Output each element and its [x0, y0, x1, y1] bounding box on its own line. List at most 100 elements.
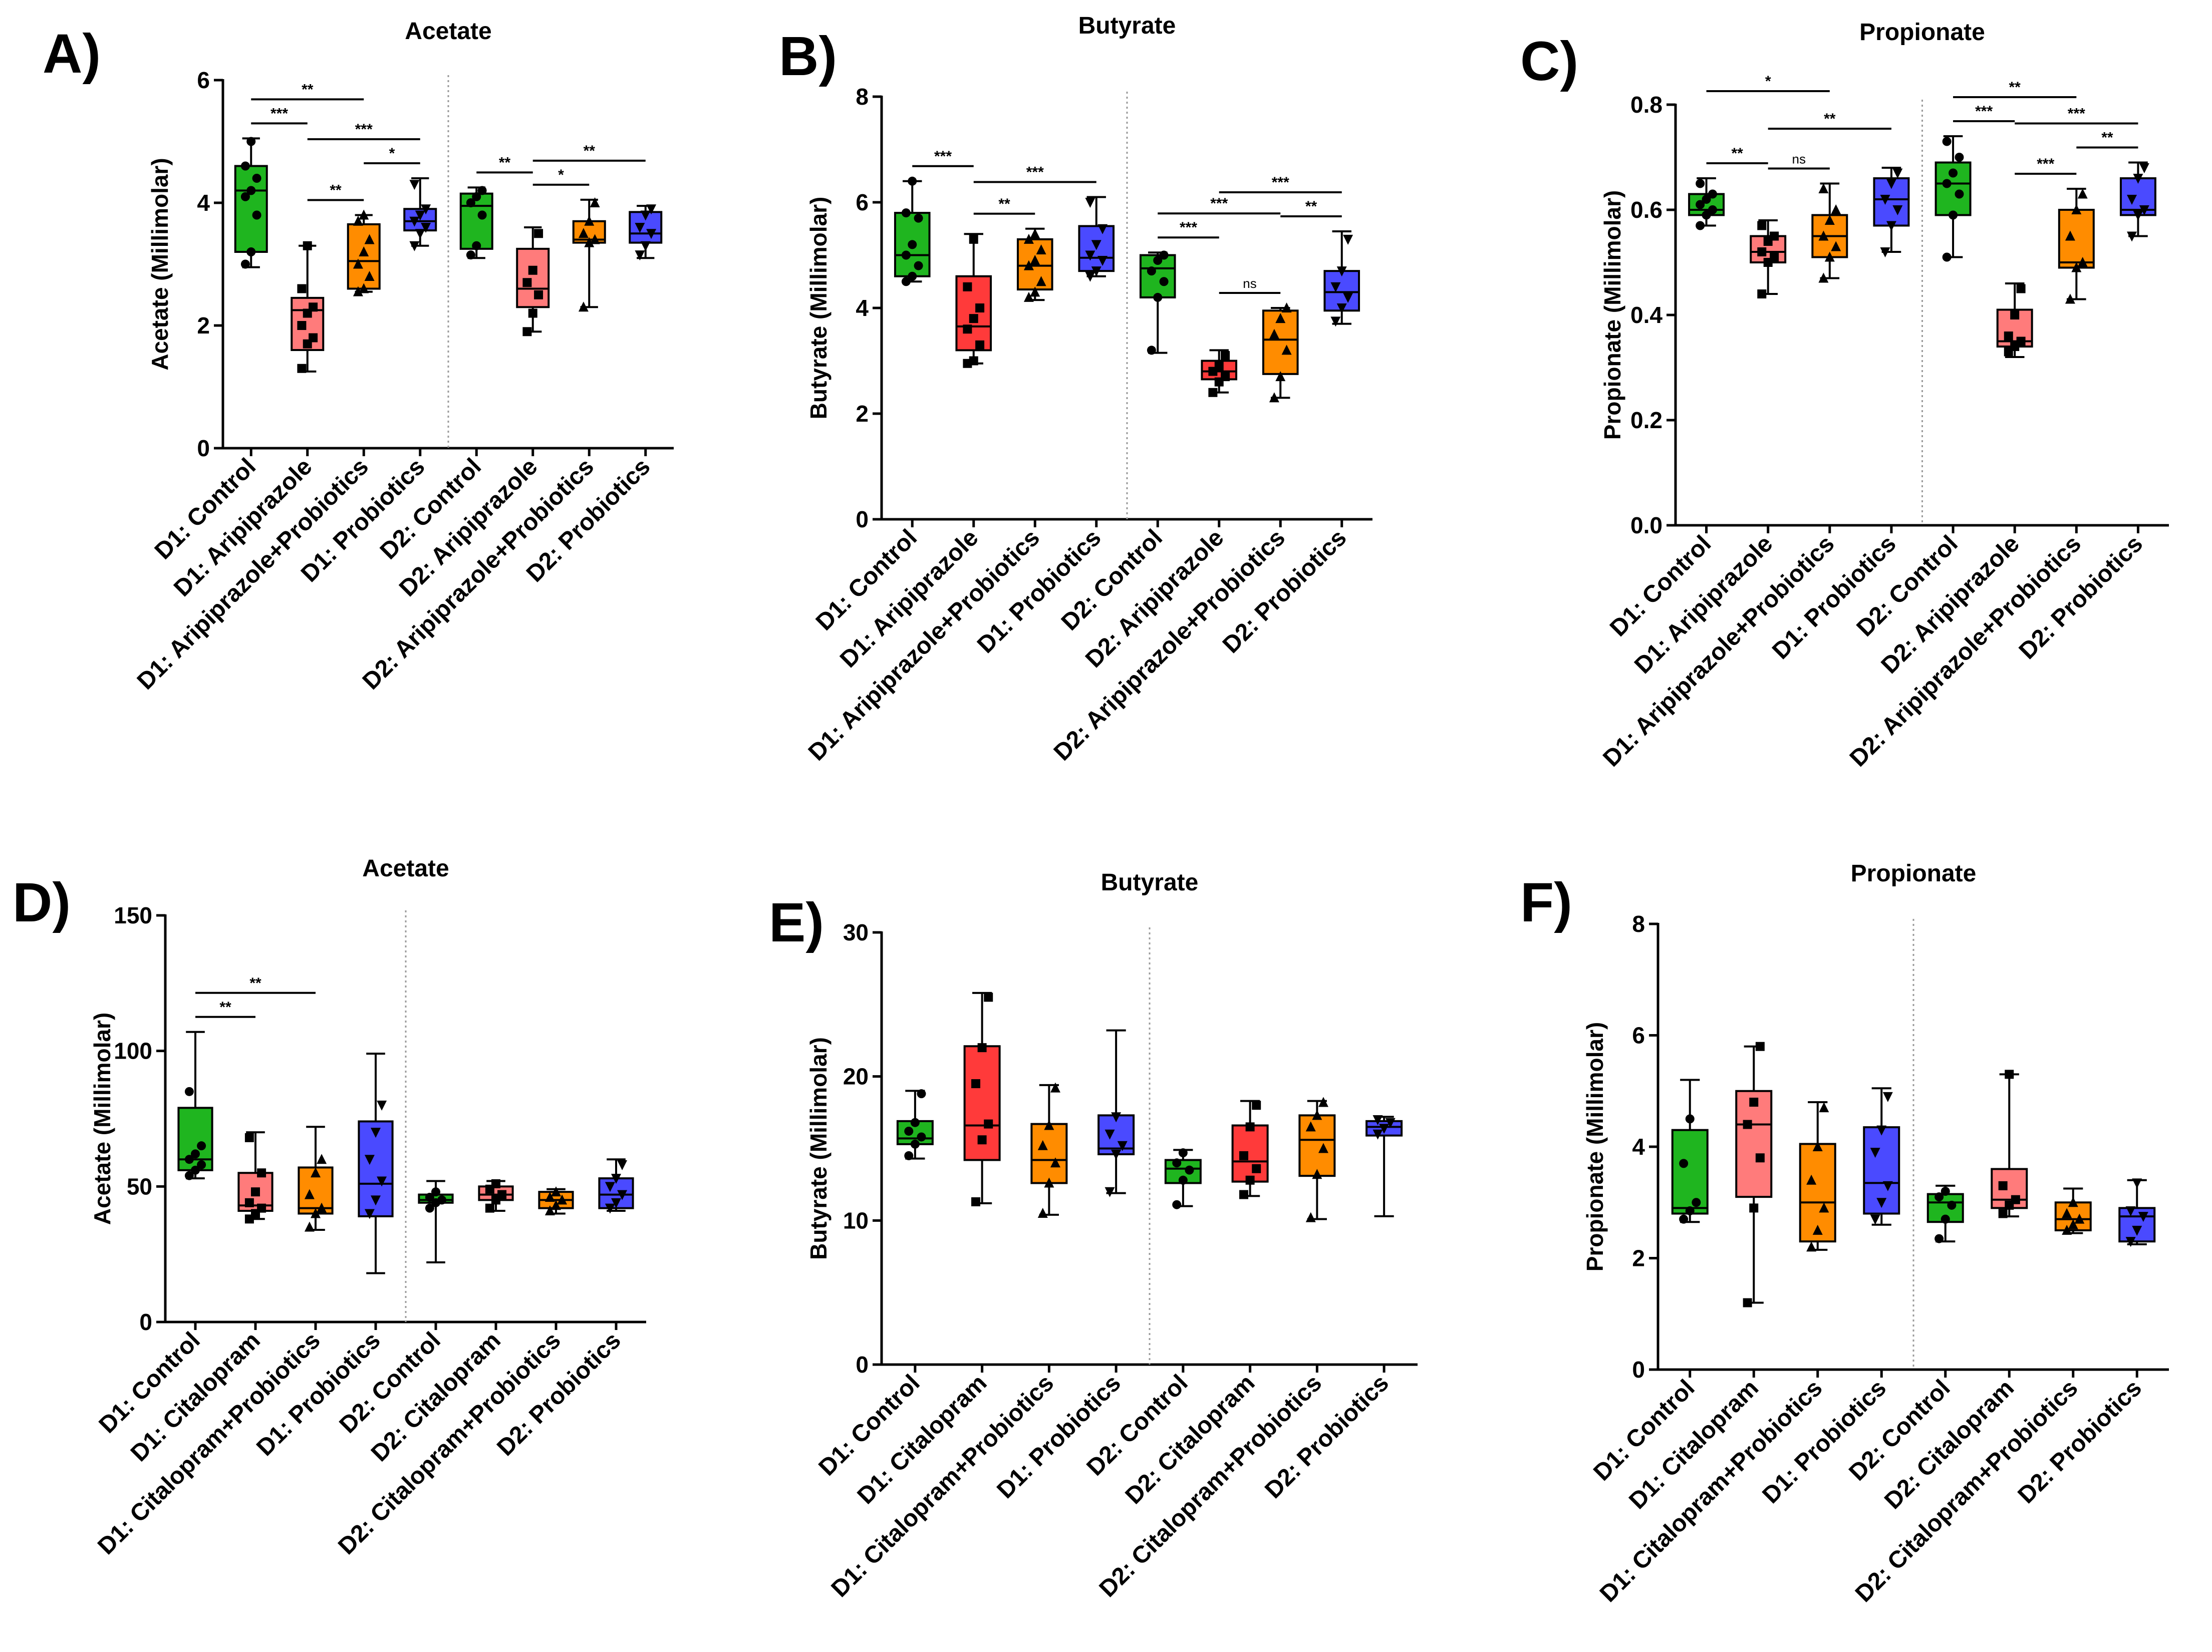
data-point: [353, 258, 363, 269]
y-tick-label: 0: [139, 1309, 152, 1335]
data-point: [1044, 1177, 1054, 1188]
chart-title: Propionate: [1851, 860, 1977, 887]
data-point: [1998, 1209, 2008, 1218]
data-point: [646, 229, 657, 239]
box-3: [347, 209, 381, 296]
data-point: [466, 250, 475, 260]
data-point: [1749, 1098, 1759, 1107]
data-point: [2125, 1206, 2136, 1216]
data-point: [1023, 233, 1034, 244]
data-point: [304, 1189, 315, 1199]
data-point: [1091, 240, 1101, 250]
data-point: [908, 271, 917, 281]
data-point: [304, 1221, 315, 1232]
data-point: [1949, 168, 1958, 178]
chart-title: Propionate: [1859, 19, 1985, 46]
panel-d: D) Acetate Acetate (Millimolar) 0 50 100 150 D1…: [13, 855, 646, 1560]
data-point: [2062, 1208, 2072, 1218]
data-point: [1117, 1141, 1128, 1151]
data-point: [1330, 282, 1341, 292]
data-point: [590, 234, 600, 244]
data-point: [409, 180, 420, 190]
data-point: [246, 247, 256, 256]
data-point: [617, 1160, 628, 1171]
data-point: [534, 290, 543, 299]
data-point: [1153, 292, 1163, 302]
data-point: [317, 1154, 327, 1164]
data-point: [409, 241, 420, 251]
data-point: [904, 1126, 914, 1136]
box-3: [1799, 1101, 1836, 1252]
data-point: [240, 161, 250, 171]
box-5: [1164, 1148, 1202, 1209]
x-tick-label: D1: Probiotics: [992, 1370, 1126, 1504]
data-point: [605, 1203, 615, 1214]
data-point: [1208, 388, 1218, 397]
data-point: [1679, 1214, 1689, 1224]
significance-label: **: [219, 999, 231, 1016]
data-point: [1757, 221, 1767, 230]
data-point: [2068, 1219, 2078, 1229]
y-tick-label: 50: [127, 1173, 152, 1199]
data-point: [1111, 1112, 1122, 1123]
chart-title: Butyrate: [1078, 13, 1176, 39]
data-point: [1679, 1159, 1689, 1168]
data-point: [317, 1202, 327, 1213]
data-point: [1941, 1214, 1950, 1224]
data-point: [1942, 252, 1952, 262]
data-point: [1708, 205, 1717, 214]
data-point: [1749, 1203, 1759, 1213]
data-point: [969, 356, 978, 366]
data-point: [917, 1132, 926, 1142]
data-point: [984, 993, 993, 1002]
significance-label: ***: [355, 121, 373, 138]
data-point: [1757, 247, 1767, 256]
data-point: [1275, 313, 1286, 323]
y-tick-label: 6: [856, 189, 869, 215]
box-7: [572, 197, 606, 312]
data-point: [971, 1079, 981, 1089]
data-point: [1023, 260, 1034, 270]
data-point: [584, 215, 595, 226]
data-point: [1330, 316, 1341, 327]
chart-title: Acetate: [405, 18, 491, 45]
data-point: [1708, 189, 1717, 199]
data-point: [1696, 179, 1705, 188]
significance-label: ***: [1210, 195, 1228, 212]
data-point: [528, 265, 537, 275]
data-point: [1050, 1157, 1060, 1168]
data-point: [2127, 231, 2137, 242]
data-point: [244, 1198, 254, 1207]
y-axis-label: Propionate (Millimolar): [1582, 1022, 1608, 1271]
panel-c: C) Propionate Propionate (Millimolar) 0.0 0.…: [1520, 19, 2169, 772]
data-point: [901, 208, 911, 218]
data-point: [1942, 179, 1952, 188]
box-2: [963, 992, 1001, 1206]
data-point: [2016, 284, 2026, 293]
data-point: [1892, 168, 1903, 179]
data-point: [1097, 256, 1108, 266]
data-point: [551, 1200, 561, 1210]
data-point: [1743, 1120, 1752, 1129]
data-point: [191, 1165, 200, 1175]
data-point: [1892, 205, 1903, 215]
data-point: [971, 1197, 981, 1206]
data-point: [1934, 1234, 1944, 1243]
data-point: [472, 241, 481, 250]
data-point: [1755, 1153, 1765, 1163]
significance-label: ***: [934, 148, 952, 165]
x-tick-label: D1: Aripiprazole+Probiotics: [132, 453, 374, 695]
data-point: [184, 1171, 194, 1180]
data-point: [635, 223, 645, 233]
significance-label: **: [2009, 79, 2021, 96]
x-tick-label: D1: Aripiprazole+Probiotics: [803, 524, 1045, 766]
data-point: [1037, 1207, 1048, 1218]
data-point: [364, 271, 375, 281]
significance-label: ***: [270, 105, 288, 122]
y-tick-label: 0: [856, 506, 869, 532]
data-point: [309, 302, 318, 312]
data-point: [364, 1155, 375, 1165]
data-point: [252, 174, 261, 183]
panel-label: F): [1520, 872, 1572, 933]
significance-label: ***: [2037, 156, 2054, 172]
